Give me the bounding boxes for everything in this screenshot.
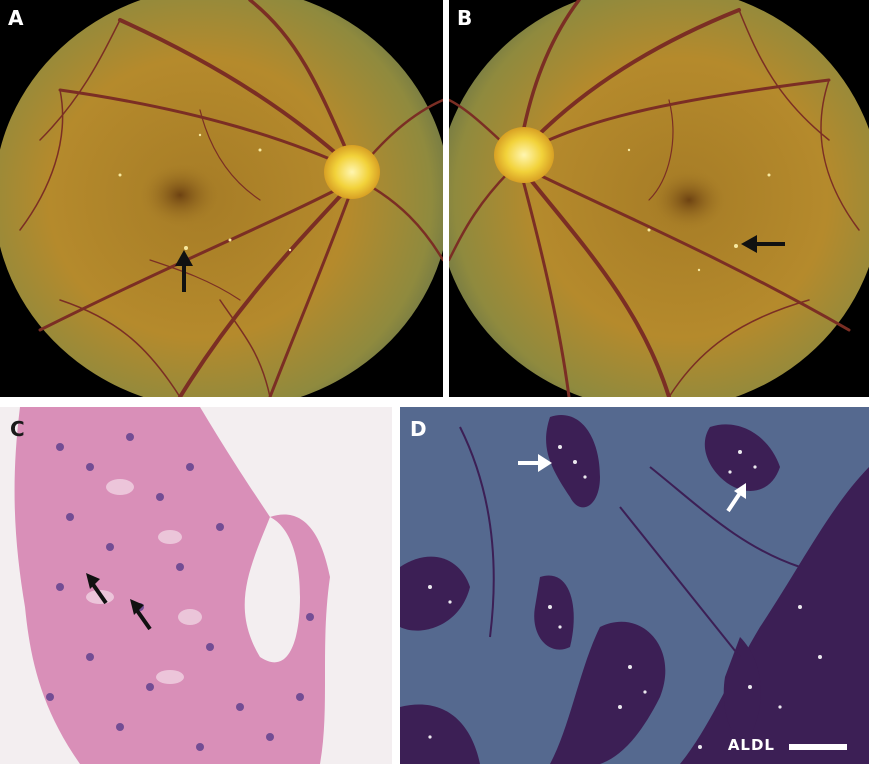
arrow-right-icon bbox=[518, 454, 552, 472]
arrow-diagonal-icon bbox=[86, 573, 152, 631]
arrow-up-icon bbox=[175, 250, 193, 292]
panel-label-a: A bbox=[8, 6, 24, 30]
scale-bar-label: ALDL bbox=[727, 736, 775, 754]
panel-label-c: C bbox=[10, 417, 25, 441]
panel-c-histology-image: C bbox=[0, 407, 392, 764]
panel-b-fundus-image: B bbox=[449, 0, 869, 397]
panel-a-fundus-image: A bbox=[0, 0, 443, 397]
scale-bar bbox=[789, 744, 847, 750]
fundus-image-b bbox=[449, 0, 869, 397]
fundus-image-a bbox=[0, 0, 443, 397]
arrow-up-right-icon bbox=[726, 483, 746, 513]
histology-image-c bbox=[14, 407, 330, 764]
panel-label-b: B bbox=[457, 6, 473, 30]
panel-label-d: D bbox=[410, 417, 427, 441]
arrow-left-icon bbox=[741, 235, 785, 253]
panel-d-polarized-image: D ALDL bbox=[400, 407, 869, 764]
polarized-image-d bbox=[400, 407, 869, 764]
